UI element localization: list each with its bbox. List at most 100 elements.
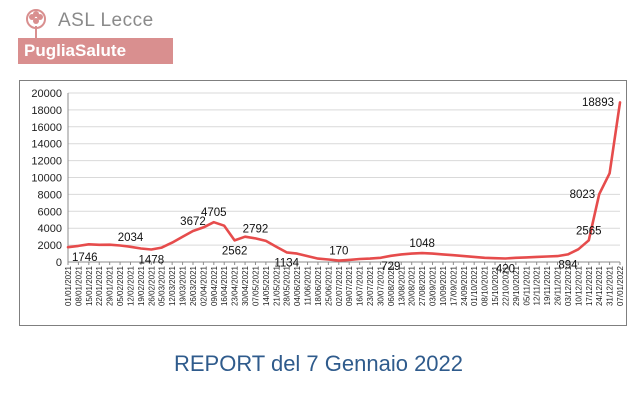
data-point xyxy=(129,245,132,248)
x-tick-label: 09/04/2021 xyxy=(210,265,219,306)
x-tick-label: 29/10/2021 xyxy=(512,265,521,306)
x-tick-label: 01/10/2021 xyxy=(470,265,479,306)
data-point xyxy=(171,241,173,244)
x-tick-label: 30/07/2021 xyxy=(376,265,385,306)
data-point xyxy=(462,255,465,257)
data-label: 8023 xyxy=(570,189,596,201)
data-point xyxy=(504,257,507,260)
data-point xyxy=(285,251,288,254)
data-label: 894 xyxy=(558,259,578,271)
x-tick-label: 14/05/2021 xyxy=(262,265,271,306)
y-tick-label: 16000 xyxy=(31,122,62,134)
x-tick-label: 20/08/2021 xyxy=(408,265,417,306)
x-tick-label: 30/04/2021 xyxy=(241,265,250,306)
report-title: REPORT del 7 Gennaio 2022 xyxy=(173,351,464,376)
y-tick-label: 6000 xyxy=(38,206,62,218)
x-tick-label: 26/11/2021 xyxy=(554,265,563,305)
data-point xyxy=(244,235,246,238)
y-tick-label: 18000 xyxy=(31,105,62,117)
data-point xyxy=(390,255,392,257)
x-tick-label: 01/01/2021 xyxy=(64,265,73,306)
y-tick-label: 8000 xyxy=(38,189,62,201)
data-label: 2565 xyxy=(576,225,602,237)
data-point xyxy=(337,259,340,262)
x-tick-label: 19/11/2021 xyxy=(543,265,552,305)
x-tick-label: 06/08/2021 xyxy=(387,265,396,306)
x-tick-label: 11/06/2021 xyxy=(304,265,313,305)
data-label: 2792 xyxy=(243,223,269,235)
data-point xyxy=(546,255,548,258)
data-point xyxy=(410,252,413,255)
data-point xyxy=(598,193,600,196)
data-point xyxy=(473,256,475,258)
data-point xyxy=(494,257,496,259)
data-label: 729 xyxy=(381,261,400,273)
x-tick-label: 16/07/2021 xyxy=(356,265,365,306)
data-label: 420 xyxy=(496,263,515,275)
x-tick-label: 23/04/2021 xyxy=(231,265,240,306)
data-point xyxy=(233,239,236,242)
data-label: 2034 xyxy=(118,232,144,244)
data-point xyxy=(119,244,121,247)
x-tick-label: 17/12/2021 xyxy=(585,265,594,306)
x-tick-label: 12/02/2021 xyxy=(126,265,135,306)
x-tick-label: 02/07/2021 xyxy=(335,265,344,306)
data-point xyxy=(587,239,590,242)
tree-icon xyxy=(26,9,46,38)
series-line xyxy=(66,101,622,262)
data-point xyxy=(608,172,611,175)
y-tick-label: 0 xyxy=(56,257,62,269)
x-tick-label: 10/09/2021 xyxy=(439,265,448,306)
x-tick-label: 21/05/2021 xyxy=(272,265,281,306)
data-point xyxy=(431,252,434,255)
data-point xyxy=(202,226,205,229)
x-tick-label: 24/09/2021 xyxy=(460,265,469,306)
logo-bar-text: PugliaSalute xyxy=(24,41,127,60)
x-tick-label: 10/12/2021 xyxy=(574,265,583,306)
data-point xyxy=(327,258,330,261)
y-tick-label: 20000 xyxy=(31,88,62,100)
x-tick-label: 26/02/2021 xyxy=(147,265,156,306)
x-tick-label: 16/04/2021 xyxy=(220,265,229,306)
x-tick-label: 15/01/2021 xyxy=(85,265,94,306)
x-tick-label: 04/06/2021 xyxy=(293,265,302,306)
data-point xyxy=(556,255,559,257)
data-point xyxy=(265,240,267,242)
data-point xyxy=(77,245,80,247)
logo-top-text: ASL Lecce xyxy=(58,10,154,31)
line-chart: 0 2000 4000 6000 8000 10000 12000 14000 16000 180… xyxy=(31,88,625,306)
data-point xyxy=(67,246,69,249)
data-point xyxy=(400,253,403,256)
x-tick-label: 26/03/2021 xyxy=(189,265,198,306)
x-tick-label: 17/09/2021 xyxy=(449,265,458,306)
x-tick-label: 28/05/2021 xyxy=(283,265,292,306)
data-point xyxy=(88,243,90,246)
data-point xyxy=(577,248,580,251)
data-label: 1134 xyxy=(274,257,299,269)
data-point xyxy=(160,246,163,249)
data-label: 18893 xyxy=(582,97,614,109)
x-tick-label: 07/05/2021 xyxy=(251,265,260,306)
data-label: 1746 xyxy=(72,252,98,264)
y-tick-label: 2000 xyxy=(38,240,62,252)
x-tick-label: 07/01/2022 xyxy=(616,265,625,306)
x-tick-label: 18/06/2021 xyxy=(314,265,323,306)
x-tick-label: 12/03/2021 xyxy=(168,265,177,306)
x-tick-label: 13/08/2021 xyxy=(397,265,406,306)
x-tick-label: 05/11/2021 xyxy=(522,265,531,305)
data-point xyxy=(525,256,528,259)
logo-bar: PugliaSalute xyxy=(18,38,173,64)
data-point xyxy=(296,252,298,255)
x-tick-label: 03/12/2021 xyxy=(564,265,573,306)
data-point xyxy=(567,253,569,256)
data-label: 4705 xyxy=(201,207,227,219)
data-point xyxy=(358,258,361,260)
data-point xyxy=(150,248,153,251)
logo: ASL Lecce PugliaSalute xyxy=(18,6,173,64)
x-tick-label: 19/02/2021 xyxy=(137,265,146,306)
data-point xyxy=(213,221,215,224)
data-point xyxy=(192,230,194,232)
x-tick-label: 22/10/2021 xyxy=(501,265,510,306)
x-tick-label: 23/07/2021 xyxy=(366,265,375,306)
x-tick-label: 02/04/2021 xyxy=(199,265,208,306)
